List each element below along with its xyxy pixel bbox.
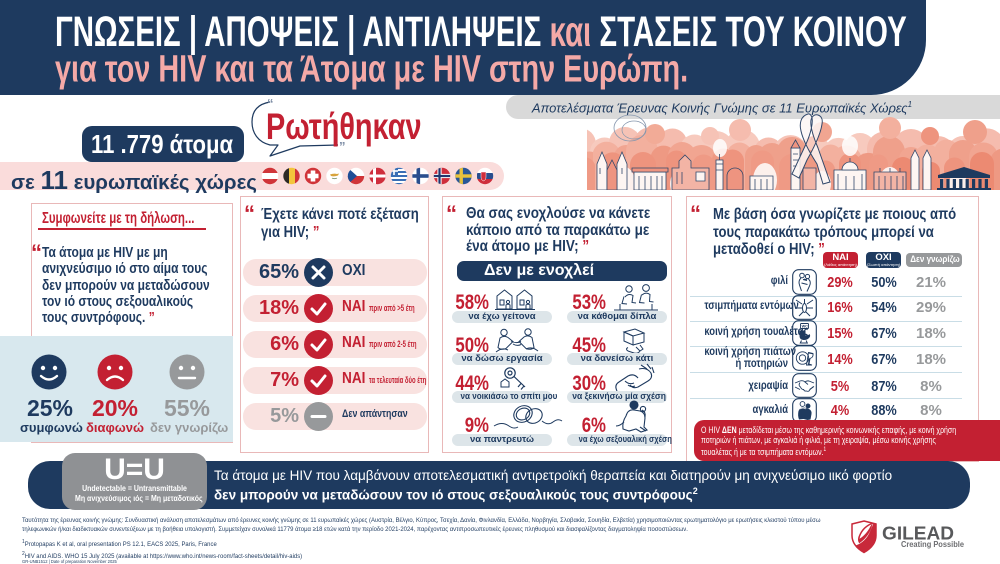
svg-text:WC: WC	[802, 325, 809, 329]
svg-text:Creating Possible: Creating Possible	[901, 540, 965, 549]
svg-text:”: ”	[339, 139, 346, 154]
svg-text:“: “	[267, 96, 274, 111]
svg-text:GILEAD: GILEAD	[882, 523, 954, 543]
